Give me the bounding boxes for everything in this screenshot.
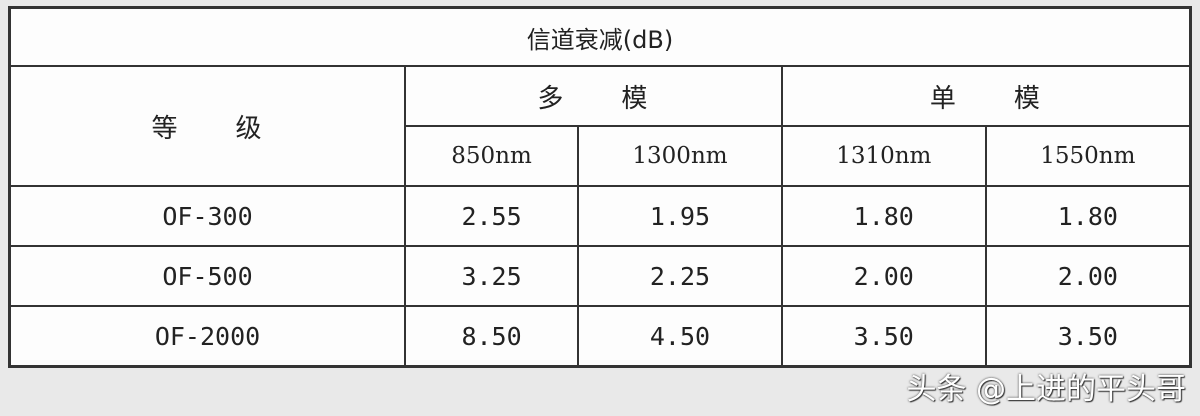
table-title: 信道衰减(dB) [8, 6, 1192, 67]
value-cell: 2.00 [780, 245, 987, 307]
wavelength-header: 850nm [403, 125, 580, 187]
table-row: OF-500 3.25 2.25 2.00 2.00 [8, 245, 1192, 307]
value-cell: 3.50 [780, 305, 987, 368]
value-cell: 3.25 [403, 245, 580, 307]
value-cell: 2.55 [403, 185, 580, 247]
grade-cell: OF-300 [8, 185, 406, 247]
watermark: 头条 @上进的平头哥 [906, 372, 1186, 407]
table-row: OF-300 2.55 1.95 1.80 1.80 [8, 185, 1192, 247]
value-cell: 1.95 [577, 185, 783, 247]
value-cell: 2.25 [577, 245, 783, 307]
value-cell: 3.50 [984, 305, 1192, 368]
wavelength-header: 1310nm [780, 125, 987, 187]
grade-cell: OF-500 [8, 245, 406, 307]
value-cell: 8.50 [403, 305, 580, 368]
wavelength-header: 1550nm [984, 125, 1192, 187]
grade-cell: OF-2000 [8, 305, 406, 368]
attenuation-table: 信道衰减(dB) 等 级 多 模 单 模 850nm 1300nm 1310nm… [8, 6, 1192, 368]
group-header-singlemode: 单 模 [780, 65, 1192, 127]
wavelength-header: 1300nm [577, 125, 783, 187]
value-cell: 2.00 [984, 245, 1192, 307]
grade-header: 等 级 [8, 65, 406, 187]
table-row: OF-2000 8.50 4.50 3.50 3.50 [8, 305, 1192, 368]
group-header-multimode: 多 模 [404, 65, 783, 127]
value-cell: 4.50 [577, 305, 783, 368]
value-cell: 1.80 [984, 185, 1192, 247]
value-cell: 1.80 [780, 185, 987, 247]
